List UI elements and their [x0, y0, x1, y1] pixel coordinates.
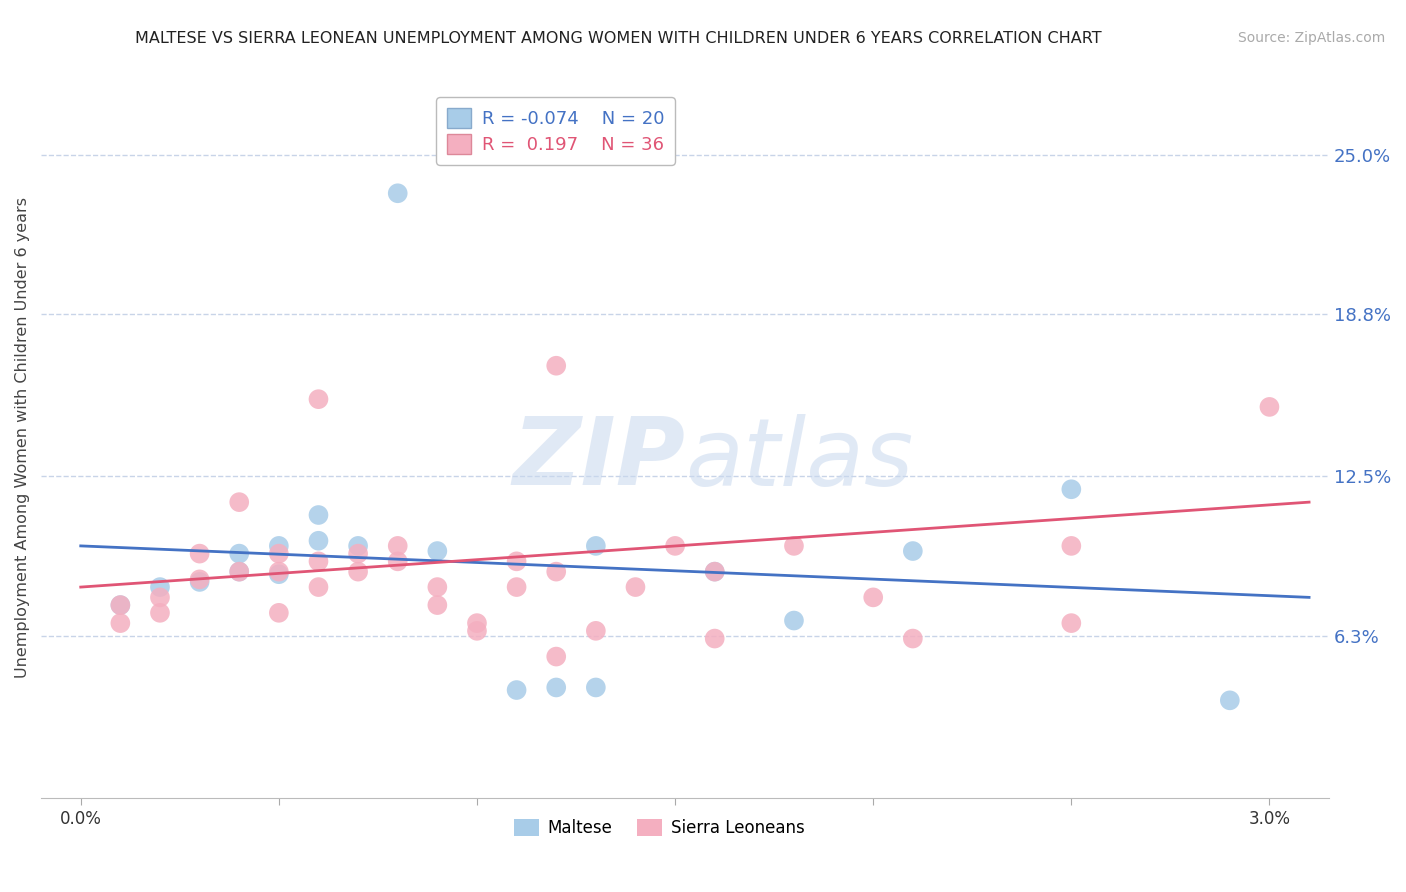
Point: [465, 616, 488, 631]
Text: atlas: atlas: [685, 414, 914, 505]
Point: [149, 606, 172, 620]
Point: [546, 681, 568, 695]
Point: [1060, 616, 1083, 631]
Y-axis label: Unemployment Among Women with Children Under 6 years: Unemployment Among Women with Children U…: [15, 197, 30, 678]
Text: MALTESE VS SIERRA LEONEAN UNEMPLOYMENT AMONG WOMEN WITH CHILDREN UNDER 6 YEARS C: MALTESE VS SIERRA LEONEAN UNEMPLOYMENT A…: [135, 31, 1102, 46]
Point: [387, 539, 409, 553]
Text: ZIP: ZIP: [512, 413, 685, 506]
Point: [585, 681, 607, 695]
Point: [783, 614, 806, 628]
Point: [624, 580, 647, 594]
Point: [267, 539, 290, 553]
Point: [505, 580, 527, 594]
Point: [703, 565, 725, 579]
Point: [426, 580, 449, 594]
Point: [901, 632, 924, 646]
Point: [703, 565, 725, 579]
Point: [308, 533, 330, 548]
Point: [149, 591, 172, 605]
Point: [546, 565, 568, 579]
Point: [267, 547, 290, 561]
Point: [1258, 400, 1281, 414]
Point: [862, 591, 884, 605]
Point: [546, 359, 568, 373]
Point: [901, 544, 924, 558]
Point: [308, 580, 330, 594]
Point: [585, 539, 607, 553]
Point: [308, 392, 330, 407]
Point: [347, 565, 370, 579]
Point: [267, 565, 290, 579]
Point: [387, 554, 409, 568]
Point: [188, 574, 211, 589]
Point: [505, 683, 527, 698]
Legend: Maltese, Sierra Leoneans: Maltese, Sierra Leoneans: [508, 813, 811, 844]
Point: [188, 573, 211, 587]
Point: [387, 186, 409, 201]
Point: [505, 554, 527, 568]
Point: [465, 624, 488, 638]
Point: [308, 508, 330, 522]
Point: [308, 554, 330, 568]
Point: [1060, 539, 1083, 553]
Point: [110, 598, 132, 612]
Point: [347, 547, 370, 561]
Point: [426, 598, 449, 612]
Point: [1060, 483, 1083, 497]
Point: [1219, 693, 1241, 707]
Point: [110, 598, 132, 612]
Point: [188, 547, 211, 561]
Point: [228, 547, 250, 561]
Point: [228, 565, 250, 579]
Point: [426, 544, 449, 558]
Point: [149, 580, 172, 594]
Point: [267, 567, 290, 582]
Point: [703, 632, 725, 646]
Point: [664, 539, 686, 553]
Point: [347, 539, 370, 553]
Point: [110, 616, 132, 631]
Point: [228, 495, 250, 509]
Point: [267, 606, 290, 620]
Point: [546, 649, 568, 664]
Point: [783, 539, 806, 553]
Point: [228, 565, 250, 579]
Point: [585, 624, 607, 638]
Text: Source: ZipAtlas.com: Source: ZipAtlas.com: [1237, 31, 1385, 45]
